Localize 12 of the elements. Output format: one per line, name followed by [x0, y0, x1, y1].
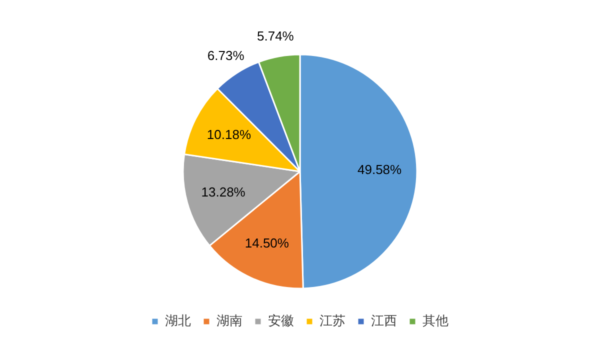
data-label: 49.58% — [358, 162, 402, 178]
legend-label: 江苏 — [320, 314, 346, 329]
data-label: 6.73% — [207, 48, 245, 63]
legend-label: 其他 — [422, 314, 448, 329]
legend-label: 湖南 — [216, 314, 242, 329]
data-label: 5.74% — [256, 28, 294, 44]
data-label: 13.28% — [201, 184, 246, 200]
data-label: 10.18% — [206, 127, 252, 142]
data-label: 14.50% — [244, 235, 290, 250]
legend-label: 湖北 — [165, 314, 191, 329]
legend-label: 江西 — [371, 314, 397, 329]
legend-label: 安徽 — [268, 312, 294, 329]
